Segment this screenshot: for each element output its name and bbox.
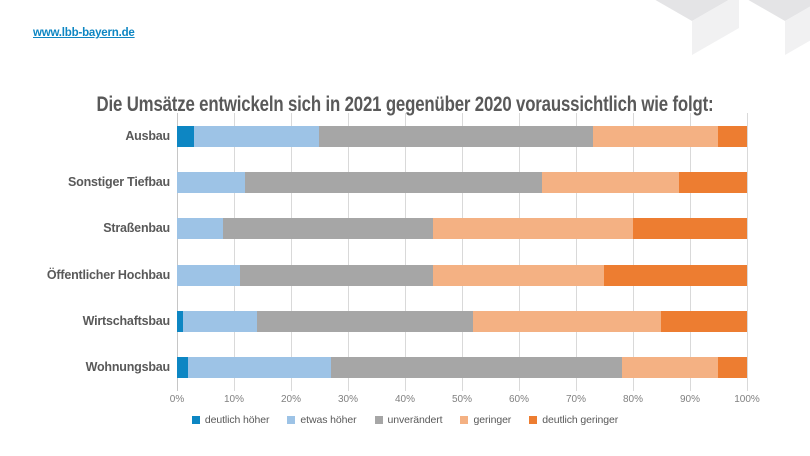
legend-item: etwas höher (287, 414, 357, 426)
bar-segment (593, 125, 719, 147)
x-axis-tick-label: 10% (223, 394, 244, 405)
gridline (291, 113, 292, 391)
bar-segment (239, 264, 434, 286)
x-axis-tick-label: 40% (394, 394, 415, 405)
bar-segment (245, 172, 542, 193)
legend-label: deutlich geringer (542, 414, 619, 426)
legend-item: geringer (460, 414, 511, 426)
gridline (633, 113, 634, 391)
legend-swatch-icon (191, 416, 200, 424)
bar-segment (718, 125, 747, 147)
bar-segment (330, 357, 622, 379)
stacked-bar (177, 357, 747, 379)
x-axis-tick-label: 30% (337, 394, 358, 405)
stacked-bar (177, 264, 747, 286)
bar-segment (473, 311, 662, 332)
bar-segment (632, 218, 747, 240)
gridline (405, 113, 406, 391)
bar-segment (222, 218, 434, 240)
bar-segment (177, 311, 183, 332)
legend-swatch-icon (287, 416, 296, 424)
legend-label: etwas höher (300, 414, 357, 426)
legend-swatch-icon (529, 416, 538, 424)
gridline (519, 113, 520, 391)
bar-segment (678, 172, 747, 193)
website-link[interactable]: www.lbb-bayern.de (33, 27, 135, 39)
x-axis-tick-label: 50% (451, 394, 472, 405)
gridline (690, 113, 691, 391)
bar-segment (604, 264, 747, 286)
bar-segment (661, 311, 747, 332)
gridline (177, 113, 178, 391)
bar-segment (256, 311, 474, 332)
legend-item: deutlich höher (191, 414, 270, 426)
legend-swatch-icon (460, 416, 469, 424)
category-label: Wirtschaftsbau (82, 314, 171, 328)
stacked-bar (177, 125, 747, 147)
category-label: Ausbau (125, 128, 170, 143)
category-label: Öffentlicher Hochbau (46, 267, 170, 282)
category-label: Sonstiger Tiefbau (68, 175, 170, 189)
legend-item: deutlich geringer (529, 414, 618, 426)
plot-area (177, 113, 748, 391)
legend-swatch-icon (374, 416, 383, 424)
gridline (348, 113, 349, 391)
x-axis-tick-label: 0% (169, 394, 185, 405)
bar-segment (177, 218, 223, 240)
bar-segment (433, 218, 633, 240)
bar-segment (177, 172, 246, 193)
gridline (747, 113, 748, 391)
legend-label: deutlich höher (204, 414, 270, 426)
bar-segment (621, 357, 719, 379)
stacked-bar (177, 218, 747, 240)
bar-segment (177, 264, 240, 286)
bar-segment (541, 172, 679, 193)
bar-segment (182, 311, 257, 332)
page-title: Die Umsätze entwickeln sich in 2021 gege… (96, 93, 714, 117)
gridline (462, 113, 463, 391)
category-label: Straßenbau (103, 221, 170, 236)
legend-item: unverändert (374, 414, 443, 426)
stacked-bar (177, 172, 747, 193)
bar-segment (718, 357, 747, 379)
stacked-bar (177, 311, 747, 332)
x-axis-tick-label: 80% (622, 394, 643, 405)
bar-segment (177, 125, 195, 147)
legend-label: geringer (473, 414, 512, 426)
gridline (234, 113, 235, 391)
legend-label: unverändert (387, 414, 443, 426)
bar-segment (433, 264, 605, 286)
x-axis-tick-label: 60% (508, 394, 529, 405)
x-axis-tick-label: 20% (280, 394, 301, 405)
bar-segment (188, 357, 331, 379)
x-axis-tick-label: 70% (565, 394, 586, 405)
category-label: Wohnungsbau (85, 360, 171, 375)
bar-segment (319, 125, 594, 147)
gridline (576, 113, 577, 391)
bar-segment (177, 357, 189, 379)
x-axis-tick-label: 100% (734, 394, 760, 405)
bar-segment (194, 125, 320, 147)
chart-legend: deutlich höher etwas höher unverändert geri… (0, 414, 810, 426)
x-axis-tick-label: 90% (679, 394, 700, 405)
